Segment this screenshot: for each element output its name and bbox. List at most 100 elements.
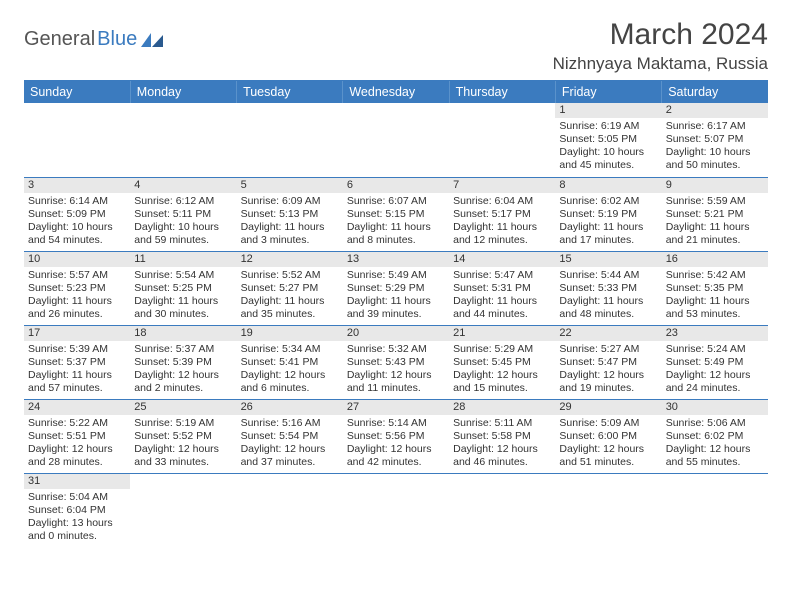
- day-header-row: Sunday Monday Tuesday Wednesday Thursday…: [24, 81, 768, 103]
- location-label: Nizhnyaya Maktama, Russia: [553, 54, 768, 74]
- day-details: Sunrise: 5:37 AMSunset: 5:39 PMDaylight:…: [130, 341, 236, 397]
- day-number: 2: [662, 103, 768, 118]
- page-header: General Blue March 2024 Nizhnyaya Maktam…: [24, 18, 768, 74]
- calendar-cell: 19Sunrise: 5:34 AMSunset: 5:41 PMDayligh…: [237, 325, 343, 399]
- logo-text-2: Blue: [97, 28, 137, 51]
- calendar-cell: [662, 473, 768, 547]
- day-details: Sunrise: 5:44 AMSunset: 5:33 PMDaylight:…: [555, 267, 661, 323]
- calendar-cell: 14Sunrise: 5:47 AMSunset: 5:31 PMDayligh…: [449, 251, 555, 325]
- daylight-line: Daylight: 12 hours and 11 minutes.: [347, 369, 445, 395]
- daylight-line: Daylight: 11 hours and 44 minutes.: [453, 295, 551, 321]
- sunrise-line: Sunrise: 5:14 AM: [347, 417, 445, 430]
- logo-sail-icon: [141, 33, 163, 47]
- sunset-line: Sunset: 5:23 PM: [28, 282, 126, 295]
- calendar-cell: [130, 103, 236, 177]
- dayheader-fri: Friday: [555, 81, 661, 103]
- day-details: Sunrise: 5:34 AMSunset: 5:41 PMDaylight:…: [237, 341, 343, 397]
- month-title: March 2024: [553, 18, 768, 52]
- sunrise-line: Sunrise: 5:27 AM: [559, 343, 657, 356]
- day-details: Sunrise: 6:14 AMSunset: 5:09 PMDaylight:…: [24, 193, 130, 249]
- dayheader-tue: Tuesday: [237, 81, 343, 103]
- sunrise-line: Sunrise: 6:07 AM: [347, 195, 445, 208]
- day-number: 5: [237, 178, 343, 193]
- daylight-line: Daylight: 12 hours and 24 minutes.: [666, 369, 764, 395]
- day-details: Sunrise: 6:09 AMSunset: 5:13 PMDaylight:…: [237, 193, 343, 249]
- day-details: Sunrise: 5:16 AMSunset: 5:54 PMDaylight:…: [237, 415, 343, 471]
- calendar-cell: 15Sunrise: 5:44 AMSunset: 5:33 PMDayligh…: [555, 251, 661, 325]
- logo: General Blue: [24, 28, 163, 51]
- calendar-cell: 2Sunrise: 6:17 AMSunset: 5:07 PMDaylight…: [662, 103, 768, 177]
- day-details: Sunrise: 5:22 AMSunset: 5:51 PMDaylight:…: [24, 415, 130, 471]
- sunset-line: Sunset: 5:07 PM: [666, 133, 764, 146]
- day-number: 28: [449, 400, 555, 415]
- sunrise-line: Sunrise: 6:14 AM: [28, 195, 126, 208]
- sunrise-line: Sunrise: 5:16 AM: [241, 417, 339, 430]
- day-details: Sunrise: 5:54 AMSunset: 5:25 PMDaylight:…: [130, 267, 236, 323]
- calendar-cell: [449, 473, 555, 547]
- day-number: 22: [555, 326, 661, 341]
- day-number: 7: [449, 178, 555, 193]
- day-number: 9: [662, 178, 768, 193]
- sunrise-line: Sunrise: 5:11 AM: [453, 417, 551, 430]
- sunset-line: Sunset: 5:09 PM: [28, 208, 126, 221]
- calendar-cell: 3Sunrise: 6:14 AMSunset: 5:09 PMDaylight…: [24, 177, 130, 251]
- day-details: Sunrise: 5:57 AMSunset: 5:23 PMDaylight:…: [24, 267, 130, 323]
- calendar-cell: 11Sunrise: 5:54 AMSunset: 5:25 PMDayligh…: [130, 251, 236, 325]
- sunrise-line: Sunrise: 5:59 AM: [666, 195, 764, 208]
- sunset-line: Sunset: 5:54 PM: [241, 430, 339, 443]
- calendar-cell: 1Sunrise: 6:19 AMSunset: 5:05 PMDaylight…: [555, 103, 661, 177]
- calendar-cell: 9Sunrise: 5:59 AMSunset: 5:21 PMDaylight…: [662, 177, 768, 251]
- daylight-line: Daylight: 10 hours and 45 minutes.: [559, 146, 657, 172]
- sunset-line: Sunset: 5:31 PM: [453, 282, 551, 295]
- day-details: Sunrise: 5:06 AMSunset: 6:02 PMDaylight:…: [662, 415, 768, 471]
- day-number: 10: [24, 252, 130, 267]
- calendar-row: 10Sunrise: 5:57 AMSunset: 5:23 PMDayligh…: [24, 251, 768, 325]
- daylight-line: Daylight: 11 hours and 48 minutes.: [559, 295, 657, 321]
- calendar-cell: [555, 473, 661, 547]
- day-details: Sunrise: 5:47 AMSunset: 5:31 PMDaylight:…: [449, 267, 555, 323]
- daylight-line: Daylight: 11 hours and 39 minutes.: [347, 295, 445, 321]
- day-number: 8: [555, 178, 661, 193]
- daylight-line: Daylight: 12 hours and 6 minutes.: [241, 369, 339, 395]
- sunset-line: Sunset: 5:25 PM: [134, 282, 232, 295]
- day-number: 15: [555, 252, 661, 267]
- daylight-line: Daylight: 11 hours and 57 minutes.: [28, 369, 126, 395]
- sunrise-line: Sunrise: 6:17 AM: [666, 120, 764, 133]
- daylight-line: Daylight: 11 hours and 21 minutes.: [666, 221, 764, 247]
- calendar-cell: [237, 103, 343, 177]
- calendar-cell: [24, 103, 130, 177]
- sunset-line: Sunset: 5:29 PM: [347, 282, 445, 295]
- day-number: 11: [130, 252, 236, 267]
- day-number: 17: [24, 326, 130, 341]
- calendar-cell: 6Sunrise: 6:07 AMSunset: 5:15 PMDaylight…: [343, 177, 449, 251]
- sunrise-line: Sunrise: 5:06 AM: [666, 417, 764, 430]
- calendar-row: 31Sunrise: 5:04 AMSunset: 6:04 PMDayligh…: [24, 473, 768, 547]
- calendar-cell: 28Sunrise: 5:11 AMSunset: 5:58 PMDayligh…: [449, 399, 555, 473]
- calendar-cell: [343, 103, 449, 177]
- calendar-cell: 12Sunrise: 5:52 AMSunset: 5:27 PMDayligh…: [237, 251, 343, 325]
- daylight-line: Daylight: 12 hours and 55 minutes.: [666, 443, 764, 469]
- day-details: Sunrise: 6:17 AMSunset: 5:07 PMDaylight:…: [662, 118, 768, 174]
- sunrise-line: Sunrise: 5:57 AM: [28, 269, 126, 282]
- calendar-cell: 18Sunrise: 5:37 AMSunset: 5:39 PMDayligh…: [130, 325, 236, 399]
- calendar-cell: [343, 473, 449, 547]
- day-details: Sunrise: 6:07 AMSunset: 5:15 PMDaylight:…: [343, 193, 449, 249]
- title-block: March 2024 Nizhnyaya Maktama, Russia: [553, 18, 768, 74]
- day-details: Sunrise: 5:49 AMSunset: 5:29 PMDaylight:…: [343, 267, 449, 323]
- sunset-line: Sunset: 5:51 PM: [28, 430, 126, 443]
- calendar-row: 24Sunrise: 5:22 AMSunset: 5:51 PMDayligh…: [24, 399, 768, 473]
- calendar-cell: 26Sunrise: 5:16 AMSunset: 5:54 PMDayligh…: [237, 399, 343, 473]
- day-details: Sunrise: 6:02 AMSunset: 5:19 PMDaylight:…: [555, 193, 661, 249]
- daylight-line: Daylight: 11 hours and 26 minutes.: [28, 295, 126, 321]
- daylight-line: Daylight: 12 hours and 46 minutes.: [453, 443, 551, 469]
- day-details: Sunrise: 5:59 AMSunset: 5:21 PMDaylight:…: [662, 193, 768, 249]
- day-details: Sunrise: 5:09 AMSunset: 6:00 PMDaylight:…: [555, 415, 661, 471]
- calendar-cell: 13Sunrise: 5:49 AMSunset: 5:29 PMDayligh…: [343, 251, 449, 325]
- calendar-cell: 17Sunrise: 5:39 AMSunset: 5:37 PMDayligh…: [24, 325, 130, 399]
- daylight-line: Daylight: 12 hours and 19 minutes.: [559, 369, 657, 395]
- calendar-cell: 8Sunrise: 6:02 AMSunset: 5:19 PMDaylight…: [555, 177, 661, 251]
- calendar-cell: 30Sunrise: 5:06 AMSunset: 6:02 PMDayligh…: [662, 399, 768, 473]
- daylight-line: Daylight: 11 hours and 35 minutes.: [241, 295, 339, 321]
- sunset-line: Sunset: 5:49 PM: [666, 356, 764, 369]
- sunset-line: Sunset: 5:27 PM: [241, 282, 339, 295]
